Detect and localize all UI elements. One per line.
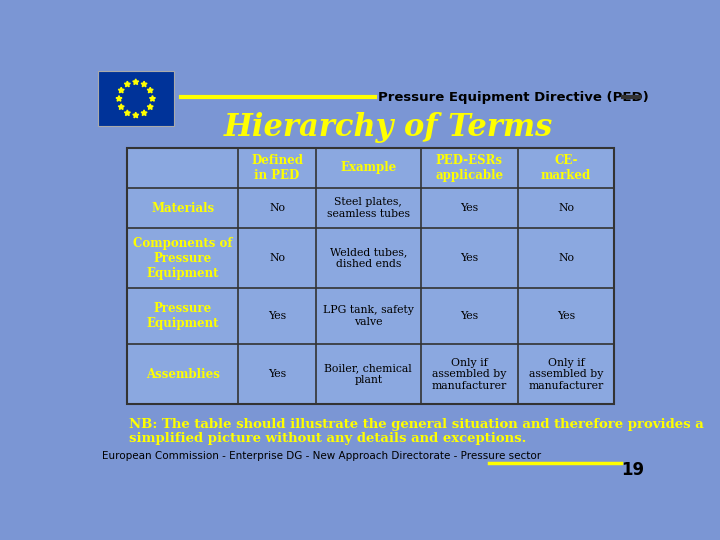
Text: No: No: [558, 253, 574, 263]
Text: Pressure Equipment Directive (PED): Pressure Equipment Directive (PED): [378, 91, 649, 104]
Text: simplified picture without any details and exceptions.: simplified picture without any details a…: [129, 432, 526, 445]
Polygon shape: [148, 87, 153, 93]
Text: Welded tubes,
dished ends: Welded tubes, dished ends: [330, 247, 407, 269]
Text: No: No: [558, 203, 574, 213]
Text: CE-
marked: CE- marked: [541, 154, 591, 182]
Polygon shape: [141, 81, 147, 87]
Text: European Commission - Enterprise DG - New Approach Directorate - Pressure sector: European Commission - Enterprise DG - Ne…: [102, 450, 541, 461]
Polygon shape: [125, 81, 130, 87]
Text: Boiler, chemical
plant: Boiler, chemical plant: [325, 363, 413, 385]
Text: Yes: Yes: [460, 311, 478, 321]
Bar: [127, 148, 614, 404]
Text: Assemblies: Assemblies: [145, 368, 220, 381]
Text: Steel plates,
seamless tubes: Steel plates, seamless tubes: [327, 197, 410, 219]
Text: Yes: Yes: [460, 253, 478, 263]
Text: Example: Example: [341, 161, 397, 174]
Polygon shape: [118, 87, 124, 93]
Polygon shape: [118, 104, 124, 110]
Text: Only if
assembled by
manufacturer: Only if assembled by manufacturer: [432, 357, 507, 391]
Text: NB: The table should illustrate the general situation and therefore provides a: NB: The table should illustrate the gene…: [129, 418, 703, 431]
Polygon shape: [125, 110, 130, 116]
Bar: [98, 71, 174, 126]
Text: Yes: Yes: [460, 203, 478, 213]
Polygon shape: [150, 96, 156, 101]
Text: Yes: Yes: [268, 311, 286, 321]
Text: 19: 19: [621, 461, 644, 480]
Polygon shape: [141, 110, 147, 116]
Text: Pressure
Equipment: Pressure Equipment: [146, 302, 219, 330]
Text: PED-ESRs
applicable: PED-ESRs applicable: [436, 154, 503, 182]
Text: LPG tank, safety
valve: LPG tank, safety valve: [323, 306, 414, 327]
Text: Hierarchy of Terms: Hierarchy of Terms: [224, 112, 553, 144]
Text: Materials: Materials: [151, 201, 215, 214]
Text: Yes: Yes: [557, 311, 575, 321]
Polygon shape: [116, 96, 122, 101]
Polygon shape: [132, 79, 139, 85]
Text: No: No: [269, 253, 285, 263]
Polygon shape: [148, 104, 153, 110]
Text: No: No: [269, 203, 285, 213]
Text: Defined
in PED: Defined in PED: [251, 154, 303, 182]
Text: Components of
Pressure
Equipment: Components of Pressure Equipment: [133, 237, 233, 280]
Text: Yes: Yes: [268, 369, 286, 379]
Text: Only if
assembled by
manufacturer: Only if assembled by manufacturer: [528, 357, 603, 391]
Polygon shape: [132, 112, 139, 118]
